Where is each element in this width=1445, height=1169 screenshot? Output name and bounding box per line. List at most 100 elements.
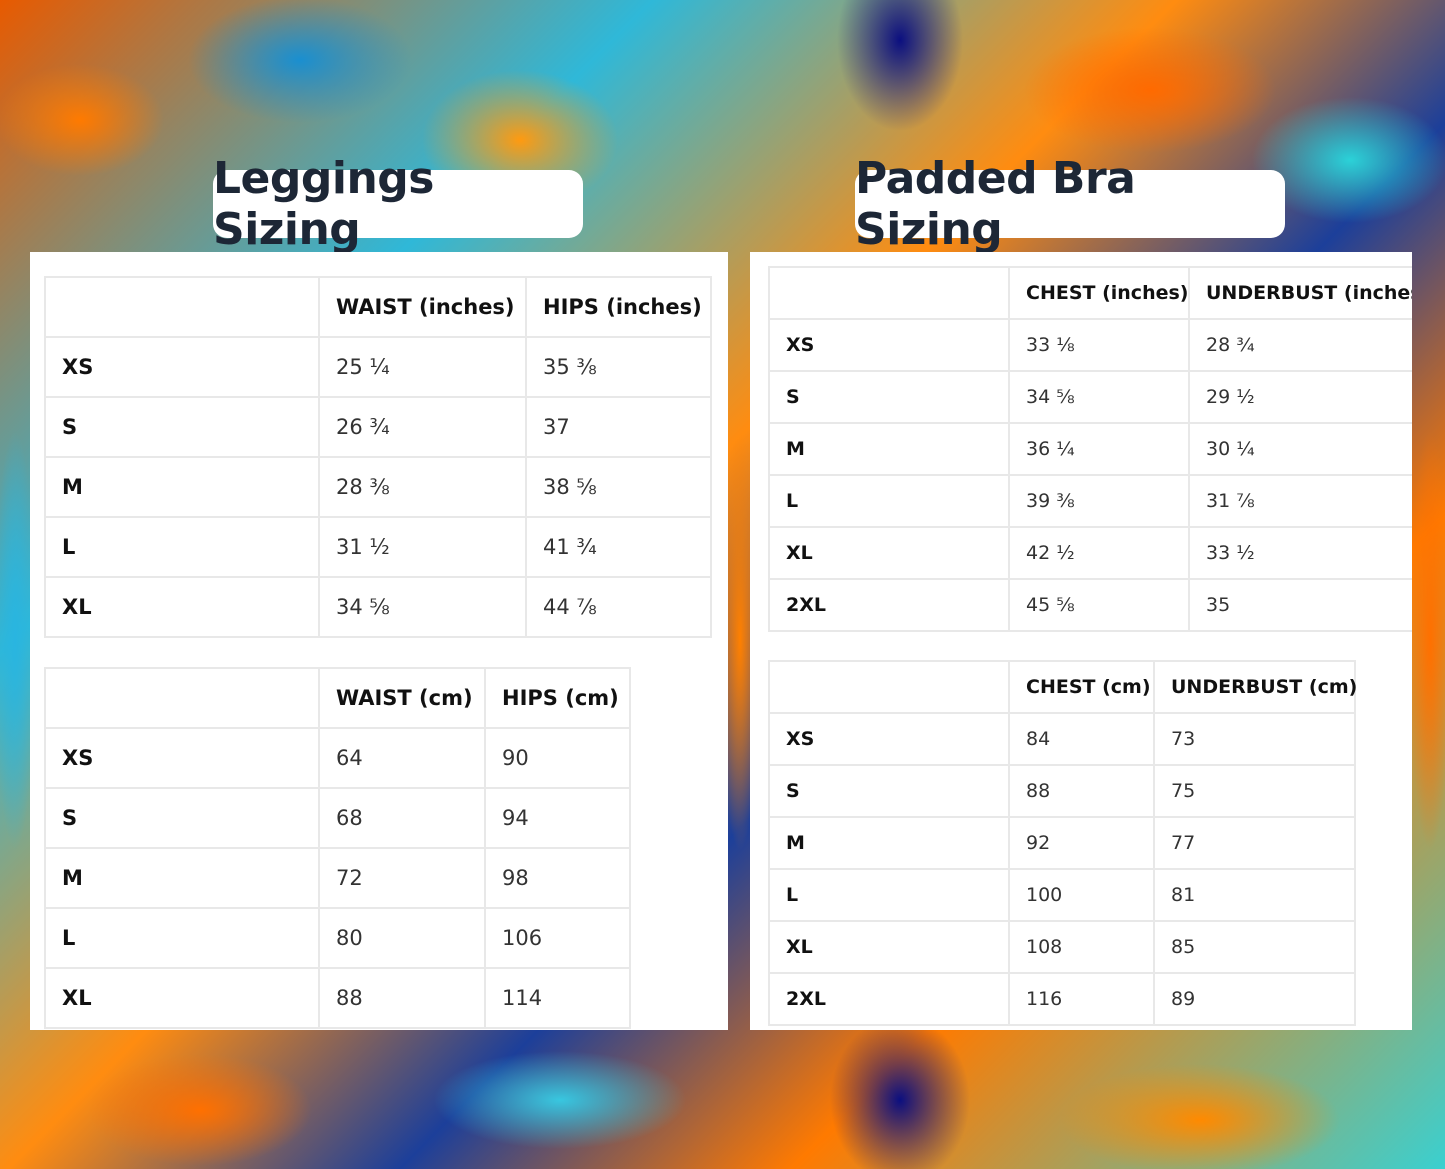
- table-row: XS 33 ⅛ 28 ¾: [768, 318, 1412, 372]
- leggings-inches-table: WAIST (inches) HIPS (inches) XS 25 ¼ 35 ⅜ S 26…: [44, 276, 712, 638]
- bra-panel: CHEST (inches) UNDERBUST (inches) XS 33 ⅛ 28…: [750, 252, 1412, 1030]
- measurement-cell: 34 ⅝: [1008, 370, 1190, 424]
- size-label: L: [768, 868, 1010, 922]
- table-row: M 72 98: [44, 847, 631, 909]
- table-header-row: CHEST (cm) UNDERBUST (cm): [768, 660, 1357, 714]
- size-label: M: [768, 816, 1010, 870]
- table-row: XL 34 ⅝ 44 ⅞: [44, 576, 712, 638]
- measurement-cell: 38 ⅝: [525, 456, 712, 518]
- measurement-cell: 34 ⅝: [318, 576, 527, 638]
- measurement-cell: 31 ½: [318, 516, 527, 578]
- size-label: M: [44, 456, 320, 518]
- measurement-cell: 31 ⅞: [1188, 474, 1412, 528]
- measurement-cell: 29 ½: [1188, 370, 1412, 424]
- measurement-cell: 72: [318, 847, 486, 909]
- size-label: XS: [768, 318, 1010, 372]
- size-label: L: [44, 907, 320, 969]
- table-row: XS 84 73: [768, 712, 1356, 766]
- measurement-cell: 36 ¼: [1008, 422, 1190, 476]
- column-header: CHEST (cm): [1008, 660, 1155, 714]
- size-label: M: [44, 847, 320, 909]
- size-label: S: [44, 396, 320, 458]
- table-row: M 36 ¼ 30 ¼: [768, 422, 1412, 476]
- measurement-cell: 33 ½: [1188, 526, 1412, 580]
- measurement-cell: 94: [484, 787, 631, 849]
- measurement-cell: 84: [1008, 712, 1155, 766]
- bra-title: Padded Bra Sizing: [855, 153, 1285, 255]
- table-row: L 39 ⅜ 31 ⅞: [768, 474, 1412, 528]
- size-label: XS: [44, 336, 320, 398]
- table-row: S 68 94: [44, 787, 631, 849]
- measurement-cell: 100: [1008, 868, 1155, 922]
- table-row: L 31 ½ 41 ¾: [44, 516, 712, 578]
- measurement-cell: 92: [1008, 816, 1155, 870]
- column-header: CHEST (inches): [1008, 266, 1190, 320]
- table-header-row: WAIST (inches) HIPS (inches): [44, 276, 712, 338]
- measurement-cell: 35 ⅜: [525, 336, 712, 398]
- column-header: UNDERBUST (inches): [1188, 266, 1412, 320]
- table-row: S 88 75: [768, 764, 1356, 818]
- leggings-cm-table: WAIST (cm) HIPS (cm) XS 64 90 S 68 94 M 72 98 L 80 10…: [44, 667, 631, 1029]
- bra-cm-table: CHEST (cm) UNDERBUST (cm) XS 84 73 S 88 75 M 92 77…: [768, 660, 1357, 1026]
- measurement-cell: 81: [1153, 868, 1356, 922]
- measurement-cell: 89: [1153, 972, 1356, 1026]
- size-label: XL: [768, 920, 1010, 974]
- size-label: L: [44, 516, 320, 578]
- column-header: [44, 667, 320, 729]
- measurement-cell: 68: [318, 787, 486, 849]
- size-label: XL: [44, 967, 320, 1029]
- measurement-cell: 88: [1008, 764, 1155, 818]
- bra-inches-table: CHEST (inches) UNDERBUST (inches) XS 33 ⅛ 28…: [768, 266, 1412, 632]
- column-header: UNDERBUST (cm): [1153, 660, 1357, 714]
- column-header: HIPS (inches): [525, 276, 712, 338]
- column-header: [44, 276, 320, 338]
- table-header-row: CHEST (inches) UNDERBUST (inches): [768, 266, 1412, 320]
- measurement-cell: 85: [1153, 920, 1356, 974]
- table-row: XL 42 ½ 33 ½: [768, 526, 1412, 580]
- table-row: M 28 ⅜ 38 ⅝: [44, 456, 712, 518]
- column-header: [768, 266, 1010, 320]
- table-row: XL 88 114: [44, 967, 631, 1029]
- measurement-cell: 116: [1008, 972, 1155, 1026]
- measurement-cell: 80: [318, 907, 486, 969]
- column-header: WAIST (inches): [318, 276, 527, 338]
- leggings-panel: WAIST (inches) HIPS (inches) XS 25 ¼ 35 ⅜ S 26…: [30, 252, 728, 1030]
- table-row: L 100 81: [768, 868, 1356, 922]
- measurement-cell: 64: [318, 727, 486, 789]
- table-row: L 80 106: [44, 907, 631, 969]
- table-row: 2XL 45 ⅝ 35: [768, 578, 1412, 632]
- measurement-cell: 30 ¼: [1188, 422, 1412, 476]
- size-label: S: [768, 764, 1010, 818]
- measurement-cell: 73: [1153, 712, 1356, 766]
- table-row: M 92 77: [768, 816, 1356, 870]
- measurement-cell: 39 ⅜: [1008, 474, 1190, 528]
- measurement-cell: 33 ⅛: [1008, 318, 1190, 372]
- measurement-cell: 42 ½: [1008, 526, 1190, 580]
- size-label: M: [768, 422, 1010, 476]
- size-label: XS: [44, 727, 320, 789]
- table-row: XS 25 ¼ 35 ⅜: [44, 336, 712, 398]
- measurement-cell: 44 ⅞: [525, 576, 712, 638]
- table-row: S 34 ⅝ 29 ½: [768, 370, 1412, 424]
- table-row: S 26 ¾ 37: [44, 396, 712, 458]
- table-header-row: WAIST (cm) HIPS (cm): [44, 667, 631, 729]
- measurement-cell: 75: [1153, 764, 1356, 818]
- measurement-cell: 25 ¼: [318, 336, 527, 398]
- column-header: WAIST (cm): [318, 667, 486, 729]
- column-header: HIPS (cm): [484, 667, 631, 729]
- size-label: 2XL: [768, 972, 1010, 1026]
- size-label: L: [768, 474, 1010, 528]
- table-row: XL 108 85: [768, 920, 1356, 974]
- measurement-cell: 108: [1008, 920, 1155, 974]
- size-label: XL: [768, 526, 1010, 580]
- size-label: 2XL: [768, 578, 1010, 632]
- measurement-cell: 41 ¾: [525, 516, 712, 578]
- table-row: XS 64 90: [44, 727, 631, 789]
- size-label: XS: [768, 712, 1010, 766]
- measurement-cell: 114: [484, 967, 631, 1029]
- size-label: S: [768, 370, 1010, 424]
- measurement-cell: 26 ¾: [318, 396, 527, 458]
- measurement-cell: 88: [318, 967, 486, 1029]
- measurement-cell: 77: [1153, 816, 1356, 870]
- table-row: 2XL 116 89: [768, 972, 1356, 1026]
